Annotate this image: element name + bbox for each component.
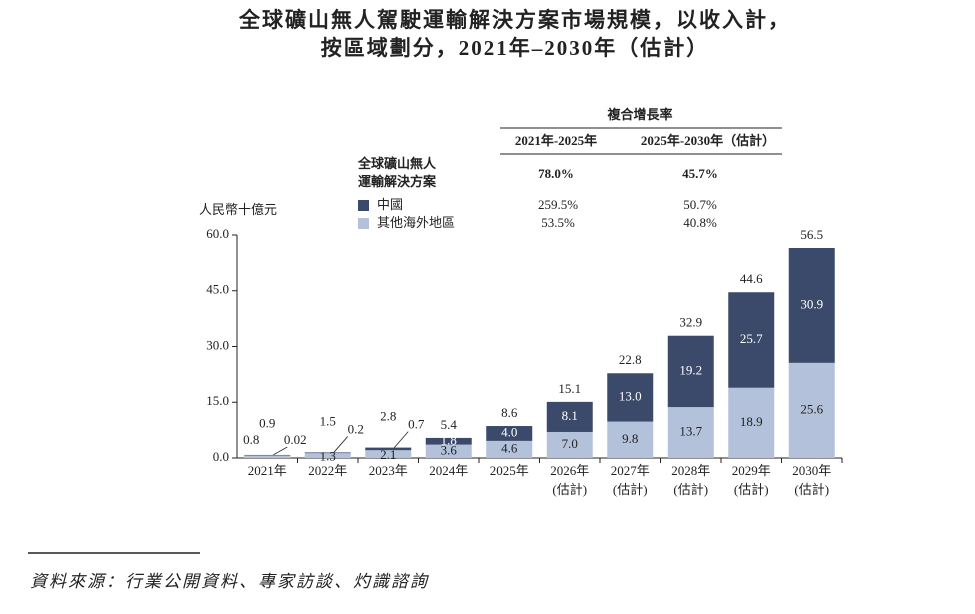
table-header: 複合增長率 [606, 107, 672, 122]
total-label: 56.5 [800, 227, 823, 242]
table-cell: 53.5% [541, 215, 575, 230]
y-tick-label: 60.0 [206, 226, 229, 241]
total-label: 5.4 [441, 417, 458, 432]
bar-segment [667, 335, 714, 408]
bar-segment [304, 453, 351, 458]
leader-line [333, 436, 349, 453]
value-label: 0.8 [243, 432, 259, 447]
value-label: 4.6 [501, 440, 518, 455]
x-tick-label: 2030年(估計) [792, 463, 831, 497]
leader-line [273, 446, 288, 456]
bar-segment [788, 248, 835, 363]
value-label: 25.6 [800, 401, 823, 416]
x-tick-label: 2025年 [490, 463, 529, 478]
value-label: 0.02 [284, 432, 307, 447]
bar-segment [546, 431, 593, 458]
table-column: 2021年-2025年 [515, 133, 597, 148]
bar-segment [365, 447, 412, 451]
value-label: 2.1 [380, 447, 396, 462]
x-tick-label: 2028年(估計) [671, 463, 710, 497]
total-label: 0.9 [259, 416, 275, 431]
total-label: 8.6 [501, 405, 518, 420]
bar-segment [365, 450, 412, 458]
bar-segment [244, 454, 291, 456]
y-axis-label: 人民幣十億元 [199, 202, 277, 217]
total-label: 44.6 [740, 271, 763, 286]
table-cell: 259.5% [538, 197, 578, 212]
value-label: 13.0 [619, 388, 642, 403]
bar-segment [486, 440, 533, 458]
total-label: 2.8 [380, 409, 396, 424]
table-cell: 78.0% [538, 166, 574, 181]
x-tick-label: 2029年(估計) [732, 463, 771, 497]
bar-segment [607, 421, 654, 458]
value-label: 18.9 [740, 414, 763, 429]
table-cell: 40.8% [683, 215, 717, 230]
bar-segment [546, 401, 593, 432]
bar-segment [304, 452, 351, 454]
value-label: 25.7 [740, 331, 763, 346]
value-label: 8.1 [562, 408, 578, 423]
value-label: 13.7 [679, 424, 702, 439]
y-tick-label: 30.0 [206, 337, 229, 352]
bar-segment [244, 455, 291, 458]
table-row-label: 全球礦山無人 [357, 156, 437, 171]
value-label: 9.8 [622, 431, 638, 446]
y-tick-label: 0.0 [213, 449, 229, 464]
bar-segment [788, 362, 835, 458]
leader-line [393, 431, 409, 448]
chart-title: 全球礦山無人駕駛運輸解決方案市場規模，以收入計， [238, 8, 791, 32]
bar-segment [728, 292, 775, 388]
value-label: 30.9 [800, 296, 823, 311]
legend-swatch [358, 200, 369, 211]
value-label: 1.8 [441, 432, 457, 447]
x-tick-label: 2024年 [429, 463, 468, 478]
bar-segment [486, 426, 533, 441]
x-tick-label: 2023年 [369, 463, 408, 478]
bar-segment [667, 407, 714, 458]
chart-title: 按區域劃分，2021年–2030年（估計） [321, 36, 710, 60]
value-label: 4.0 [501, 424, 517, 439]
bar-segment [728, 387, 775, 458]
legend-label: 其他海外地區 [377, 215, 455, 230]
bar-segment [425, 444, 472, 458]
y-tick-label: 45.0 [206, 282, 229, 297]
y-tick-label: 15.0 [206, 393, 229, 408]
x-tick-label: 2022年 [308, 463, 347, 478]
x-tick-label: 2021年 [248, 463, 287, 478]
value-label: 1.3 [320, 449, 336, 464]
value-label: 19.2 [679, 362, 702, 377]
x-tick-label: 2027年(估計) [611, 463, 650, 497]
total-label: 1.5 [320, 413, 336, 428]
value-label: 7.0 [562, 436, 578, 451]
total-label: 22.8 [619, 352, 642, 367]
bar-segment [425, 437, 472, 445]
total-label: 32.9 [679, 315, 702, 330]
value-label: 0.7 [408, 417, 425, 432]
value-label: 0.2 [348, 421, 364, 436]
total-label: 15.1 [558, 381, 581, 396]
legend-swatch [358, 218, 369, 229]
table-cell: 50.7% [683, 197, 717, 212]
value-label: 3.6 [441, 442, 458, 457]
table-cell: 45.7% [682, 166, 718, 181]
x-tick-label: 2026年(估計) [550, 463, 589, 497]
bar-segment [607, 373, 654, 422]
table-row-label: 運輸解決方案 [358, 174, 437, 189]
source-note: 資料來源：行業公開資料、專家訪談、灼識諮詢 [30, 572, 429, 591]
legend-label: 中國 [377, 197, 403, 212]
table-column: 2025年-2030年（估計） [641, 133, 775, 148]
